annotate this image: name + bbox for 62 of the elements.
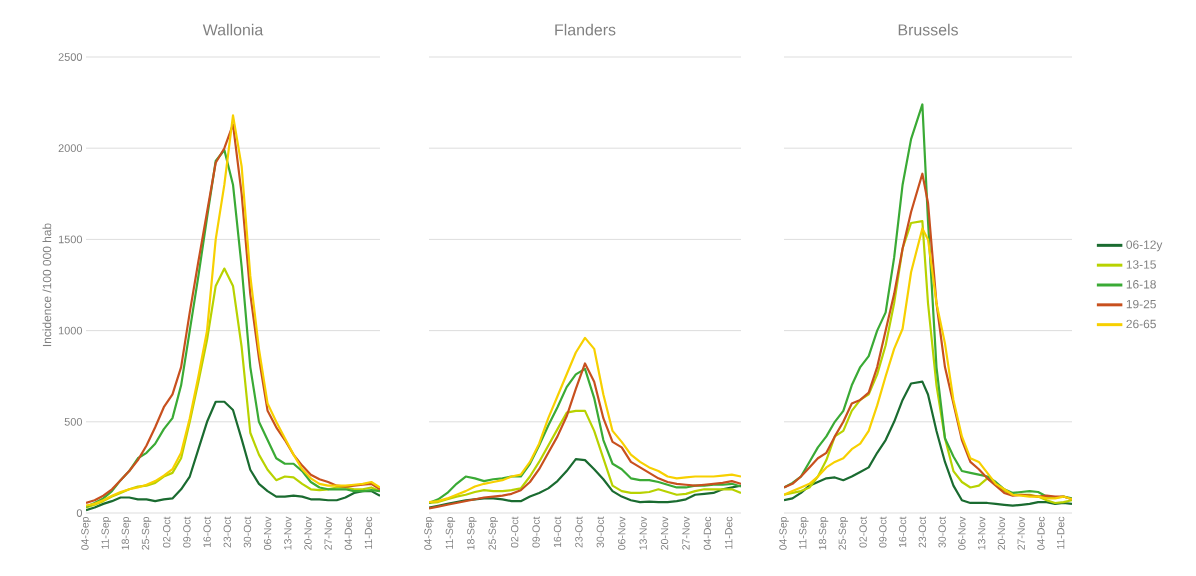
x-tick-label: 20-Nov [660,516,669,550]
x-tick-label: 23-Oct [918,516,927,548]
x-tick-label: 11-Sep [799,516,809,549]
x-tick-label: 18-Sep [467,516,477,550]
x-tick-label: 09-Oct [879,516,887,548]
x-tick-label: 09-Oct [183,516,191,548]
x-tick-label: 30-Oct [243,516,252,548]
x-tick-label: 13-Nov [977,516,986,550]
legend-label: 16-18 [1126,280,1156,289]
x-tick-label: 13-Nov [639,516,647,550]
x-tick-label: 11-Dec [364,516,373,549]
x-tick-label: 20-Nov [304,516,312,550]
chart-title: Wallonia [202,23,264,36]
x-tick-label: 04-Dec [344,516,353,550]
line-series [86,400,380,512]
x-tick-label: 04-Dec [1037,516,1045,550]
x-tick-label: 30-Oct [938,516,946,548]
x-tick-label: 18-Sep [818,516,829,550]
chart-title: Flanders [555,23,616,36]
x-tick-label: 11-Sep [445,516,456,549]
x-tick-label: 02-Oct [859,516,867,548]
x-tick-label: 16-Oct [203,516,211,548]
y-tick-label: 500 [64,417,83,426]
y-tick-label: 1500 [58,235,83,244]
legend-label: 13-15 [1126,260,1156,269]
x-tick-label: 04-Sep [424,516,434,550]
x-tick-label: 04-Sep [81,516,91,550]
x-tick-label: 02-Oct [163,516,171,548]
x-tick-label: 02-Oct [510,516,519,548]
y-tick-label: 1000 [58,326,83,335]
line-series [86,267,380,509]
x-tick-label: 23-Oct [223,516,231,548]
x-tick-label: 04-Dec [703,516,712,550]
x-tick-label: 25-Sep [488,516,498,550]
legend-label: 19-25 [1126,299,1156,309]
x-tick-label: 09-Oct [532,516,540,548]
legend-label: 26-65 [1126,319,1156,329]
x-tick-label: 23-Oct [575,516,583,548]
y-tick-label: 2000 [58,144,83,153]
x-tick-label: 04-Sep [779,516,789,550]
x-tick-label: 13-Nov [284,516,292,550]
x-tick-label: 06-Nov [263,516,272,550]
x-tick-label: 25-Sep [838,516,849,550]
x-tick-label: 06-Nov [958,516,966,550]
x-tick-label: 27-Nov [682,516,690,550]
x-tick-label: 18-Sep [121,516,132,550]
x-tick-label: 27-Nov [1017,516,1025,550]
x-tick-label: 25-Sep [141,516,152,550]
legend-label: 06-12y [1126,240,1163,252]
y-tick-label: 0 [76,509,83,517]
chart-title: Brussels [898,23,958,36]
x-tick-label: 30-Oct [596,516,605,548]
x-tick-label: 11-Sep [101,516,111,549]
y-tick-label: 2500 [58,53,83,61]
x-tick-label: 11-Dec [1057,516,1065,549]
x-tick-label: 20-Nov [997,516,1006,550]
x-tick-label: 11-Dec [725,516,733,549]
x-tick-label: 16-Oct [553,516,562,548]
x-tick-label: 16-Oct [898,516,907,548]
x-tick-label: 06-Nov [618,516,626,550]
y-axis-title: Incidence /100 000 hab [42,223,52,347]
x-tick-label: 27-Nov [324,516,332,550]
